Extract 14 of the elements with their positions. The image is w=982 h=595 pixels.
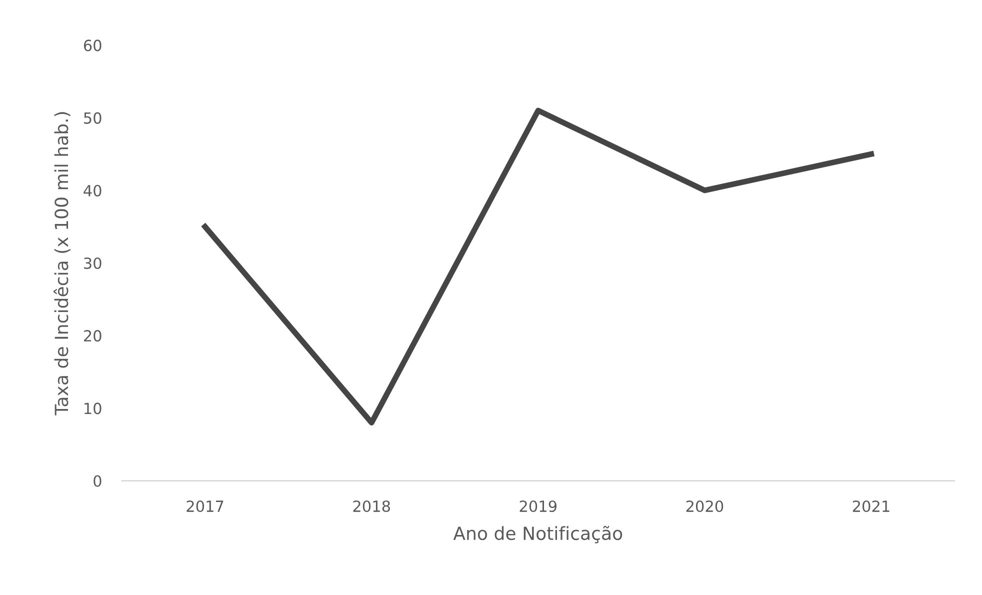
x-axis-title: Ano de Notificação	[453, 526, 622, 544]
y-tick-label: 30	[84, 257, 102, 270]
x-tick-label: 2021	[852, 500, 890, 512]
x-tick-label: 2020	[686, 500, 724, 512]
y-tick-label: 0	[94, 475, 102, 487]
x-tick-label: 2017	[186, 500, 224, 512]
y-tick-label: 10	[84, 402, 102, 414]
x-tick-label: 2019	[520, 500, 556, 512]
y-tick-label: 50	[84, 112, 102, 124]
y-axis-title: Taxa de Incidêcia (x 100 mil hab.)	[54, 112, 70, 416]
x-tick-label: 2018	[353, 500, 390, 512]
y-tick-label: 40	[84, 184, 102, 196]
y-tick-label: 20	[84, 330, 102, 342]
y-tick-label: 60	[84, 40, 102, 52]
